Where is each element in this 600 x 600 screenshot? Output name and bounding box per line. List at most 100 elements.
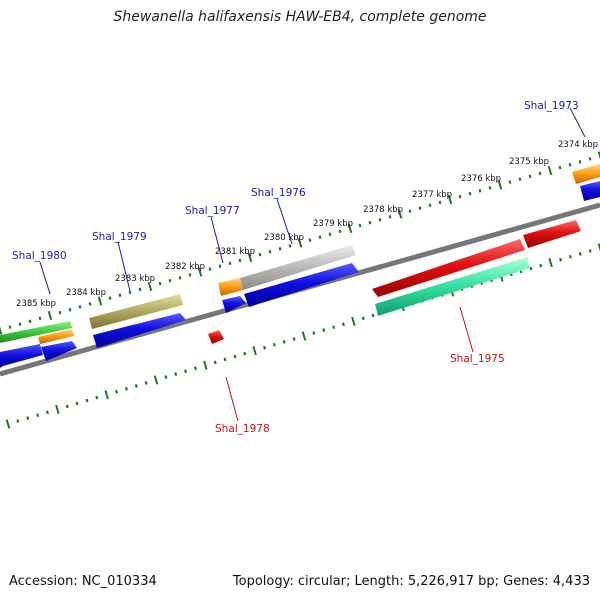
lower-minor-tick (312, 331, 316, 335)
upper-major-tick (147, 281, 153, 292)
upper-minor-tick (468, 191, 472, 196)
gene-blue-left[interactable] (0, 344, 43, 368)
upper-minor-tick (118, 293, 122, 297)
gene-label-shal-1978[interactable]: Shal_1978 (215, 423, 270, 435)
tick-label-2385: 2385 kbp (16, 299, 56, 309)
lower-major-tick (153, 375, 159, 385)
leader-1973 (569, 107, 586, 138)
tick-label-2384: 2384 kbp (66, 288, 106, 298)
tick-label-2378: 2378 kbp (363, 205, 403, 215)
gene-block-gray[interactable] (240, 245, 356, 290)
gene-blue-1973[interactable] (580, 181, 600, 201)
lower-minor-tick (263, 345, 267, 350)
gene-red-1975[interactable] (372, 239, 525, 297)
lower-minor-tick (529, 266, 533, 271)
tick-label-2374: 2374 kbp (558, 140, 598, 150)
lower-minor-tick (85, 398, 89, 403)
lower-minor-tick (322, 328, 326, 333)
lower-minor-tick (588, 249, 592, 253)
genome-summary-text: Topology: circular; Length: 5,226,917 bp… (232, 574, 590, 589)
gene-block-orange-mid[interactable] (218, 278, 243, 296)
upper-minor-tick (78, 305, 82, 309)
tick-label-2377: 2377 kbp (412, 190, 452, 200)
gene-label-shal-1973[interactable]: Shal_1973 (524, 100, 579, 112)
gene-blue-1976[interactable] (244, 263, 359, 307)
gene-block-olive[interactable] (89, 294, 183, 329)
upper-minor-tick (228, 261, 232, 266)
upper-minor-tick (488, 186, 492, 190)
upper-minor-tick (558, 165, 562, 170)
upper-major-tick (447, 194, 453, 205)
reverse-genes (208, 220, 581, 344)
upper-minor-tick (418, 206, 422, 210)
upper-minor-tick (378, 218, 382, 222)
lower-minor-tick (134, 383, 138, 388)
gene-block-orange-left[interactable] (38, 329, 74, 344)
upper-minor-tick (8, 325, 12, 329)
upper-minor-tick (388, 215, 392, 219)
tick-label-2383: 2383 kbp (115, 274, 155, 284)
upper-minor-tick (308, 238, 312, 242)
lower-minor-tick (36, 413, 40, 418)
upper-minor-tick (268, 249, 272, 254)
gene-label-shal-1979[interactable]: Shal_1979 (92, 231, 147, 243)
gene-blue-1979[interactable] (93, 313, 186, 348)
gene-block-orange-right[interactable] (572, 164, 600, 184)
upper-minor-tick (278, 247, 282, 251)
upper-major-tick (47, 310, 53, 321)
upper-minor-tick (458, 194, 462, 199)
upper-minor-tick (58, 310, 62, 315)
lower-minor-tick (164, 375, 168, 379)
label-leaders (39, 107, 586, 422)
gene-label-shal-1980[interactable]: Shal_1980 (12, 250, 67, 262)
upper-minor-tick (108, 296, 112, 300)
lower-major-tick (252, 346, 257, 356)
gene-block-green[interactable] (0, 321, 72, 343)
gene-blue-1977[interactable] (222, 296, 246, 313)
lower-minor-tick (282, 339, 286, 344)
lower-minor-tick (75, 401, 79, 406)
lower-minor-tick (26, 416, 30, 421)
feature-track-upper (0, 164, 600, 344)
upper-minor-tick (218, 264, 222, 268)
lower-minor-tick (115, 389, 119, 394)
upper-major-tick (197, 267, 203, 277)
lower-major-tick (104, 390, 109, 400)
lower-major-tick (55, 404, 60, 414)
gene-label-shal-1977[interactable]: Shal_1977 (185, 205, 240, 217)
upper-minor-tick (528, 174, 532, 179)
upper-minor-tick (538, 171, 542, 176)
gene-labels: Shal_1973 Shal_1976 Shal_1977 Shal_1979 … (12, 100, 579, 435)
upper-major-tick (597, 151, 600, 160)
lower-minor-tick (184, 369, 188, 374)
gene-block-teal[interactable] (375, 257, 530, 316)
lower-minor-tick (559, 257, 563, 262)
tick-label-2375: 2375 kbp (509, 157, 549, 167)
upper-major-tick (347, 223, 353, 234)
genome-title: Shewanella halifaxensis HAW-EB4, complet… (113, 9, 487, 25)
gene-label-shal-1976[interactable]: Shal_1976 (251, 187, 306, 199)
gene-label-shal-1975[interactable]: Shal_1975 (450, 353, 505, 365)
gene-red-1974[interactable] (523, 220, 581, 248)
tick-label-2382: 2382 kbp (165, 262, 205, 272)
upper-minor-tick (258, 252, 262, 257)
accession-text: Accession: NC_010334 (9, 574, 157, 589)
leader-1976 (276, 198, 293, 245)
lower-minor-tick (174, 372, 178, 377)
leader-1980 (39, 261, 51, 295)
tick-label-2381: 2381 kbp (215, 247, 255, 257)
lower-minor-tick (568, 254, 572, 259)
gene-blue-left-2[interactable] (41, 341, 77, 361)
gene-red-1978[interactable] (208, 330, 224, 344)
leader-1977 (210, 216, 224, 264)
lower-minor-tick (539, 263, 543, 268)
upper-minor-tick (408, 209, 412, 213)
upper-major-tick (247, 252, 253, 263)
lower-minor-tick (213, 360, 217, 365)
leader-1978 (225, 376, 239, 422)
upper-minor-tick (138, 287, 142, 292)
lower-minor-tick (272, 342, 276, 347)
upper-major-tick (497, 180, 503, 190)
upper-minor-tick (318, 235, 322, 239)
